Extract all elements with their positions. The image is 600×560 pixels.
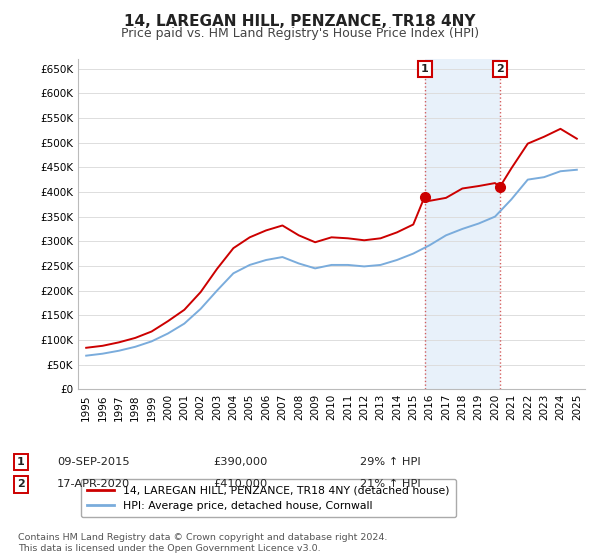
Text: 2: 2 xyxy=(496,64,503,74)
Text: 17-APR-2020: 17-APR-2020 xyxy=(57,479,130,489)
Text: Price paid vs. HM Land Registry's House Price Index (HPI): Price paid vs. HM Land Registry's House … xyxy=(121,27,479,40)
Text: Contains HM Land Registry data © Crown copyright and database right 2024.
This d: Contains HM Land Registry data © Crown c… xyxy=(18,533,388,553)
Legend: 14, LAREGAN HILL, PENZANCE, TR18 4NY (detached house), HPI: Average price, detac: 14, LAREGAN HILL, PENZANCE, TR18 4NY (de… xyxy=(81,479,456,517)
Text: £390,000: £390,000 xyxy=(213,457,268,467)
Text: 29% ↑ HPI: 29% ↑ HPI xyxy=(360,457,421,467)
Text: 21% ↑ HPI: 21% ↑ HPI xyxy=(360,479,421,489)
Text: 14, LAREGAN HILL, PENZANCE, TR18 4NY: 14, LAREGAN HILL, PENZANCE, TR18 4NY xyxy=(124,14,476,29)
Bar xyxy=(425,59,500,389)
Text: 2: 2 xyxy=(17,479,25,489)
Text: 1: 1 xyxy=(421,64,428,74)
Text: 09-SEP-2015: 09-SEP-2015 xyxy=(57,457,130,467)
Text: £410,000: £410,000 xyxy=(213,479,267,489)
Text: 1: 1 xyxy=(17,457,25,467)
